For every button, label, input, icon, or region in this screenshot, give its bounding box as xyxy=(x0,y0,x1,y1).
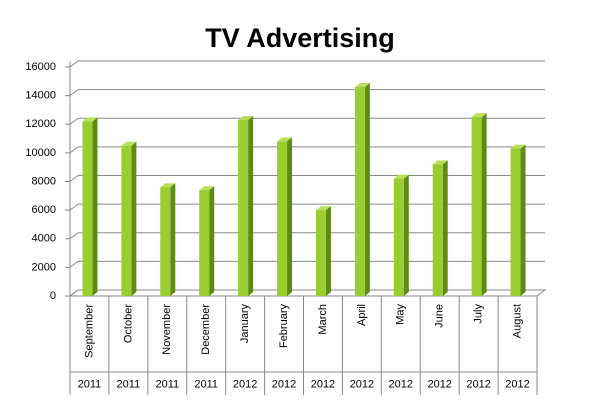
bar-side xyxy=(92,117,98,296)
bar xyxy=(354,83,370,296)
bar-side xyxy=(248,115,254,296)
grid-diagonal xyxy=(69,117,79,125)
x-tick-label: April xyxy=(356,304,368,326)
bar-side xyxy=(325,206,331,296)
bar-top xyxy=(82,117,98,122)
y-tick-label: 4000 xyxy=(32,233,56,245)
bar-front xyxy=(471,117,482,296)
x-tick-label: March xyxy=(317,304,329,335)
y-tick-label: 12000 xyxy=(25,118,56,130)
bar-side xyxy=(520,144,526,296)
x-group-label: 2012 xyxy=(350,378,374,390)
y-tick-label: 0 xyxy=(50,290,56,302)
x-tick-label: November xyxy=(161,304,173,355)
grid-diagonal xyxy=(69,60,79,68)
bar xyxy=(393,174,409,296)
bar-side xyxy=(481,113,487,296)
bar xyxy=(510,144,526,296)
grid-diagonal xyxy=(69,232,79,240)
x-group-label: 2012 xyxy=(272,378,296,390)
bar-front xyxy=(432,164,443,296)
grid-diagonal xyxy=(69,260,79,268)
bar-top xyxy=(471,113,487,118)
x-tick-label: December xyxy=(200,304,212,355)
bar-front xyxy=(238,119,249,296)
bar-side xyxy=(131,141,137,296)
bar-top xyxy=(393,174,409,179)
bar-top xyxy=(315,206,331,211)
grid-diagonal xyxy=(69,146,79,154)
y-tick-label: 2000 xyxy=(32,261,56,273)
x-tick-label: August xyxy=(511,304,523,338)
bar-front xyxy=(315,210,326,296)
bar-front xyxy=(82,121,93,296)
x-tick-label: May xyxy=(395,304,407,325)
bar-side xyxy=(403,174,409,296)
x-group-label: 2012 xyxy=(311,378,335,390)
y-tick-label: 14000 xyxy=(25,90,56,102)
x-group-label: 2011 xyxy=(117,378,141,390)
bar-front xyxy=(510,148,521,296)
bar-top xyxy=(432,160,448,165)
bar-top xyxy=(121,141,137,146)
bar xyxy=(277,137,293,296)
chart-title: TV Advertising xyxy=(205,23,395,53)
x-tick-label: February xyxy=(278,304,290,349)
bar-top xyxy=(354,83,370,88)
bar xyxy=(471,113,487,296)
x-group-label: 2011 xyxy=(78,378,102,390)
y-tick-label: 16000 xyxy=(25,61,56,73)
bar-side xyxy=(170,183,176,296)
x-group-label: 2012 xyxy=(427,378,451,390)
bar xyxy=(315,206,331,296)
x-group-label: 2012 xyxy=(505,378,529,390)
bar-side xyxy=(287,137,293,296)
bar-front xyxy=(160,187,171,296)
bar xyxy=(199,186,215,296)
x-group-label: 2012 xyxy=(233,378,257,390)
bar xyxy=(432,160,448,296)
bar-front xyxy=(354,87,365,296)
bar-front xyxy=(121,145,132,296)
bar-top xyxy=(510,144,526,149)
bar xyxy=(82,117,98,296)
x-tick-label: July xyxy=(473,304,485,324)
bar-top xyxy=(160,183,176,188)
x-group-label: 2011 xyxy=(194,378,218,390)
bar-side xyxy=(442,160,448,296)
x-group-label: 2012 xyxy=(466,378,490,390)
bar xyxy=(238,115,254,296)
bar-front xyxy=(393,178,404,296)
x-group-label: 2012 xyxy=(389,378,413,390)
y-tick-label: 6000 xyxy=(32,204,56,216)
y-tick-label: 8000 xyxy=(32,175,56,187)
bar-top xyxy=(199,186,215,191)
x-group-label: 2011 xyxy=(155,378,179,390)
y-tick-label: 10000 xyxy=(25,147,56,159)
bar-top xyxy=(277,137,293,142)
bar-top xyxy=(238,115,254,120)
bar xyxy=(121,141,137,296)
bar-side xyxy=(364,83,370,296)
bar-side xyxy=(209,186,215,296)
bar-front xyxy=(277,141,288,296)
grid-diagonal xyxy=(69,175,79,182)
bar xyxy=(160,183,176,296)
grid-diagonal xyxy=(69,203,79,211)
x-tick-label: January xyxy=(239,304,251,344)
x-tick-label: October xyxy=(122,304,134,343)
grid-diagonal xyxy=(69,89,79,97)
x-tick-label: September xyxy=(83,304,95,358)
bar-front xyxy=(199,190,210,296)
x-tick-label: June xyxy=(434,304,446,328)
